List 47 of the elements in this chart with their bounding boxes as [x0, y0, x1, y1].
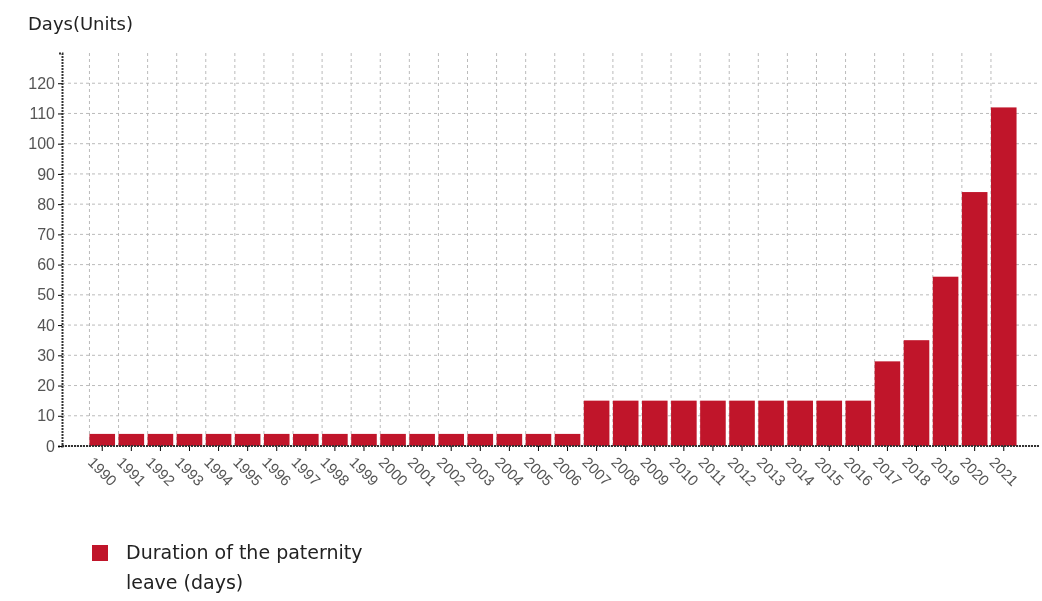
y-tick-label: 110	[29, 105, 56, 123]
bar	[438, 433, 465, 446]
bar	[671, 400, 697, 446]
bar	[351, 433, 377, 446]
bar	[263, 433, 290, 446]
bar	[612, 400, 639, 446]
bar	[729, 400, 755, 446]
bar	[234, 433, 261, 446]
bar	[293, 433, 319, 446]
bar	[380, 433, 406, 446]
bar	[205, 433, 232, 446]
bar	[147, 433, 174, 446]
bar	[816, 400, 843, 446]
bar	[176, 433, 203, 446]
y-tick-label: 100	[28, 135, 56, 153]
bar	[874, 361, 901, 446]
bar	[700, 400, 726, 446]
bar	[118, 433, 145, 446]
y-tick-label: 20	[37, 377, 56, 395]
y-tick-label: 0	[46, 437, 56, 455]
bar	[903, 340, 930, 446]
y-axis-title: Days(Units)	[28, 13, 133, 34]
bar	[409, 433, 435, 446]
bar	[525, 433, 552, 446]
bar	[787, 400, 813, 446]
legend-label: Duration of the paternity leave (days)	[126, 541, 363, 593]
y-tick-label: 30	[37, 346, 56, 364]
bar	[496, 433, 523, 446]
bar	[961, 192, 988, 446]
bar	[467, 433, 494, 446]
y-tick-label: 90	[37, 165, 56, 183]
y-tick-label: 120	[28, 74, 56, 92]
bar	[990, 107, 1017, 446]
y-tick-label: 50	[37, 286, 56, 304]
bar	[845, 400, 872, 446]
bar	[89, 433, 116, 446]
y-tick-label: 60	[37, 256, 56, 274]
y-tick-label: 80	[37, 195, 56, 213]
bar	[554, 433, 581, 446]
y-tick-label: 70	[37, 226, 56, 243]
bar	[641, 400, 668, 446]
bar	[932, 276, 959, 446]
y-tick-label: 10	[37, 407, 56, 425]
y-tick-label: 40	[37, 316, 56, 334]
bar	[758, 400, 784, 446]
bar	[583, 400, 610, 446]
bar	[322, 433, 348, 446]
